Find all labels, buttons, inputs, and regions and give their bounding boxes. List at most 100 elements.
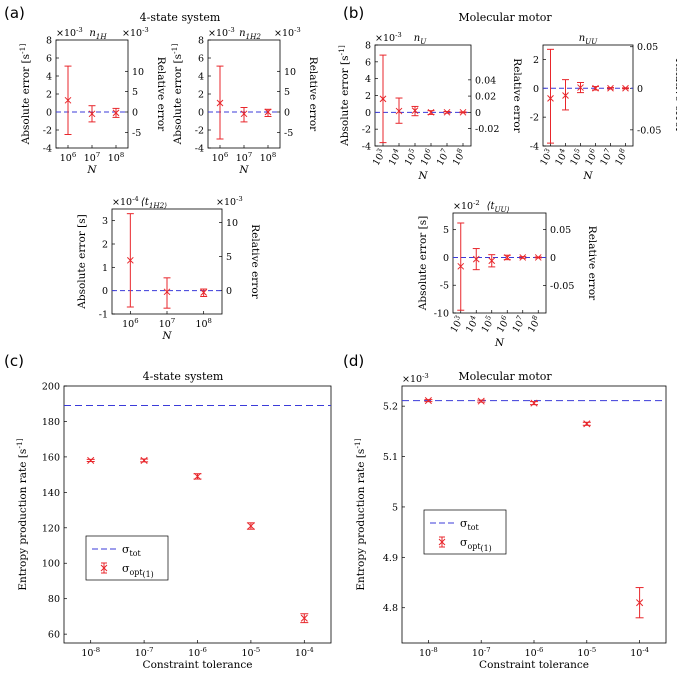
plot-a3-xtick-label: 107 — [159, 317, 175, 330]
plot-a1-ytick-label: -4 — [43, 144, 52, 155]
plot-a1-ytick-label: 6 — [46, 54, 52, 65]
plot-a3-y2tick-label: 0 — [226, 286, 232, 297]
plot-a3-ylabel: Absolute error [s] — [76, 214, 88, 309]
plot-a1-ytick-label: 2 — [46, 90, 52, 101]
plot-c-ytick-label: 200 — [42, 382, 60, 393]
plot-a3-ytick-label: 0 — [102, 286, 108, 297]
plot-c-axes — [63, 385, 332, 644]
plot-b3-ylabel2: Relative error — [586, 226, 598, 301]
plot-b2-xtick-label: 103 — [537, 147, 556, 168]
plot-b3-xtick-label: 103 — [447, 314, 466, 335]
plot-a2-xtick-label: 108 — [260, 151, 276, 164]
plot-b2-point — [622, 84, 629, 92]
plot-b3-xtick-label: 106 — [493, 314, 512, 335]
plot-b1-xtick-label: 104 — [385, 147, 404, 168]
plot-c-ytick-label: 120 — [42, 523, 60, 534]
plot-b1-xlabel: N — [417, 170, 428, 182]
panel-label-d: (d) — [343, 352, 364, 370]
plot-b2-ytick-label: -4 — [530, 142, 539, 153]
plot-b2-ytick-label: 0 — [533, 84, 539, 95]
plot-b3-xtick-label: 105 — [478, 314, 497, 335]
plot-b3-y2tick-label: 0 — [550, 253, 556, 264]
plot-b1-point — [395, 107, 403, 115]
plot-c-legend-label-opt: σopt(1) — [122, 562, 154, 579]
plot-a1-ytick-label: 0 — [46, 108, 52, 119]
plot-d-ytick-label: 5.1 — [383, 452, 398, 463]
plot-a3-y2tick-label: 10 — [226, 218, 238, 229]
plot-b2-ylabel2: Relative error — [673, 58, 677, 133]
plot-a3-ylabel2: Relative error — [249, 224, 261, 299]
plot-a3-ytick-label: 3 — [102, 216, 108, 227]
plot-d-legend — [423, 509, 507, 555]
plot-a1-axes — [55, 39, 129, 149]
plot-a2-y-multiplier: ×10-3 — [208, 26, 235, 39]
plot-b2-ytick-label: 2 — [533, 55, 539, 66]
plot-a2-xlabel: N — [238, 164, 249, 176]
plot-a1-point — [88, 110, 96, 118]
plot-b1-point — [459, 108, 467, 116]
plot-d-ytick-label: 4.9 — [383, 553, 398, 564]
plot-a1-subtitle: n1H — [89, 28, 107, 41]
plot-a1-point — [64, 96, 72, 104]
plot-b3-y2tick-label: 0.05 — [550, 225, 571, 236]
plot-a2-ytick-label: -4 — [195, 144, 204, 155]
plot-c-legend-marker — [100, 564, 108, 572]
plot-b2-xtick-label: 106 — [582, 147, 601, 168]
plot-c-ylabel: Entropy production rate [s-1] — [15, 438, 29, 590]
plot-d-point — [477, 397, 485, 405]
plot-b2-xtick-label: 107 — [597, 147, 616, 168]
plot-d-point — [636, 599, 644, 607]
plot-a1-xtick-label: 106 — [60, 151, 76, 164]
plot-b3-xtick-label: 107 — [509, 314, 528, 335]
plot-b1-y2tick-label: 0.04 — [475, 75, 496, 86]
plot-b3-point — [472, 255, 480, 263]
plot-a1-ytick-label: 8 — [46, 36, 52, 47]
plot-d-xtick-label: 10-5 — [577, 646, 596, 659]
plot-b2-subtitle: nUU — [579, 33, 599, 46]
plot-b2-axes — [542, 44, 634, 147]
plot-b1-subtitle: nU — [414, 33, 427, 46]
plot-c-ytick-label: 140 — [42, 488, 60, 499]
plot-b3-ytick-label: -10 — [434, 309, 449, 320]
plot-a3-point — [200, 289, 208, 296]
plot-a3-subtitle: ⟨t1H2⟩ — [141, 197, 167, 210]
plot-a1-ytick-label: -2 — [43, 126, 52, 137]
plot-b2-point — [607, 84, 614, 92]
plot-d-point — [583, 420, 591, 428]
plot-d-xtick-label: 10-4 — [630, 646, 649, 659]
plot-b1-y-multiplier: ×10-3 — [375, 31, 402, 44]
plot-b2-ytick-label: -2 — [530, 113, 539, 124]
plot-d-xlabel: Constraint tolerance — [479, 659, 589, 671]
plot-c-point — [140, 456, 148, 464]
plot-c-ytick-label: 80 — [48, 594, 60, 605]
plot-b1-xtick-label: 108 — [449, 147, 468, 168]
plot-a1-y-multiplier: ×10-3 — [56, 26, 83, 39]
plot-c-point — [300, 614, 308, 622]
plot-b3-point — [519, 254, 527, 261]
plot-a2-point — [216, 99, 224, 107]
plot-b2-point — [577, 84, 584, 91]
plot-b2-point — [592, 84, 599, 92]
plot-b1-ytick-label: 0 — [365, 108, 371, 119]
plot-a3-ytick-label: -1 — [99, 310, 108, 321]
plot-b2-y2tick-label: -0.05 — [637, 125, 661, 136]
plot-d-xtick-label: 10-7 — [472, 646, 491, 659]
plot-a2-ylabel: Absolute error [s-1] — [170, 44, 184, 146]
plot-b1-ytick-label: 2 — [365, 91, 371, 102]
plot-b1-ytick-label: 8 — [365, 41, 371, 52]
plot-a2-xtick-label: 106 — [212, 151, 228, 164]
plot-a2-axes — [207, 39, 281, 149]
plot-c-xtick-label: 10-8 — [81, 646, 100, 659]
plot-d-legend-label-opt: σopt(1) — [460, 536, 492, 553]
plot-d-ytick-label: 5.2 — [383, 402, 398, 413]
plot-b1-ytick-label: 6 — [365, 57, 371, 68]
plot-b1-y2tick-label: 0 — [475, 108, 481, 119]
plot-c-xlabel: Constraint tolerance — [143, 659, 253, 671]
plot-a1-ytick-label: 4 — [46, 72, 52, 83]
plot-a1-y2tick-label: -5 — [132, 128, 141, 139]
plot-a3-y2-multiplier: ×10-3 — [216, 195, 243, 208]
plot-a2-point — [264, 108, 272, 116]
plot-b3-point — [488, 257, 496, 265]
plot-d-ytick-label: 4.8 — [383, 603, 398, 614]
plot-a2-y2tick-label: 0 — [284, 108, 290, 119]
